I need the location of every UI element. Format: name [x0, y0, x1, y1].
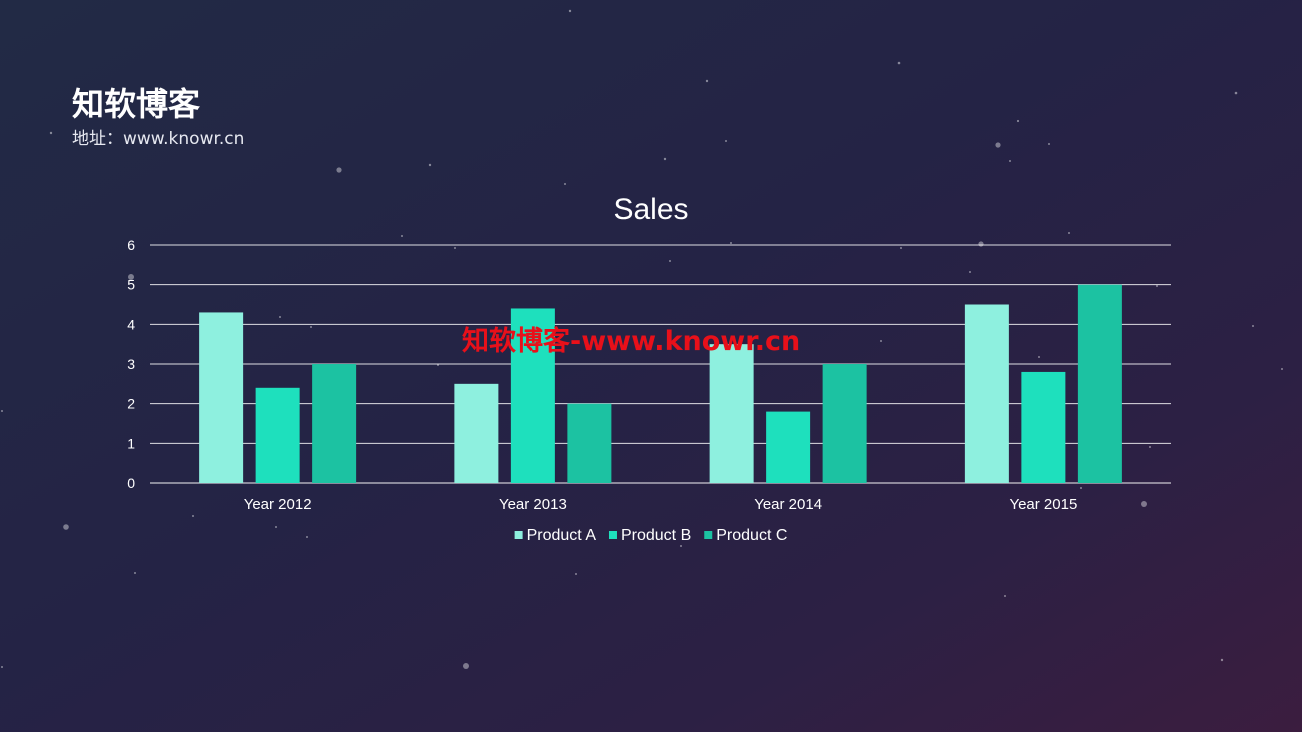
star-dot: [49, 131, 53, 135]
star-dot: [730, 242, 732, 244]
star-dot: [568, 9, 572, 13]
y-axis-ticks: 0 1 2 3 4 5 6: [127, 237, 135, 491]
bar-product-a: [199, 312, 244, 483]
star-dot: [1009, 160, 1011, 162]
star-dot: [1080, 487, 1082, 489]
star-dot: [1149, 446, 1151, 448]
legend-swatch: [608, 531, 617, 539]
legend-swatch: [704, 531, 713, 539]
star-dot: [63, 524, 69, 530]
x-tick-label: Year 2015: [1009, 496, 1077, 513]
star-dot: [969, 271, 971, 273]
chart-title: Sales: [613, 193, 688, 226]
y-tick-label: 0: [127, 475, 135, 491]
star-dot: [1068, 232, 1070, 234]
x-tick-label: Year 2014: [754, 496, 822, 513]
x-tick-label: Year 2012: [244, 496, 312, 513]
y-tick-label: 4: [127, 316, 135, 332]
legend-swatch: [514, 531, 523, 539]
star-dot: [1252, 325, 1254, 327]
star-dot: [275, 526, 277, 528]
legend-label: Product C: [716, 527, 787, 544]
star-dot: [669, 260, 671, 262]
y-tick-label: 6: [127, 237, 135, 253]
legend-label: Product B: [621, 527, 691, 544]
star-dot: [463, 663, 469, 669]
star-dot: [1156, 285, 1158, 287]
star-dot: [705, 79, 709, 83]
star-dot: [880, 340, 882, 342]
bar-product-a: [454, 383, 499, 483]
star-dot: [401, 235, 403, 237]
bar-product-c: [567, 403, 612, 483]
bar-product-c: [312, 364, 357, 483]
star-dot: [575, 573, 577, 575]
star-dot: [1234, 91, 1238, 95]
legend: Product A Product B Product C: [514, 527, 787, 544]
y-tick-label: 3: [127, 356, 135, 372]
star-dot: [306, 536, 308, 538]
star-dot: [725, 140, 727, 142]
bar-product-c: [1077, 284, 1122, 483]
star-dot: [279, 316, 281, 318]
star-dot: [663, 157, 667, 161]
star-dot: [1, 410, 3, 412]
brand-title: 知软博客: [72, 85, 201, 123]
star-dot: [428, 163, 432, 167]
bar-product-b: [510, 308, 555, 483]
brand-header: 知软博客 地址：www.knowr.cn: [72, 84, 244, 152]
y-tick-label: 5: [127, 277, 135, 293]
bar-product-b: [255, 387, 300, 483]
star-dot: [995, 142, 1001, 148]
bar-product-b: [1021, 371, 1066, 483]
star-dot: [897, 61, 901, 65]
star-dot: [336, 167, 342, 173]
star-dot: [1141, 501, 1147, 507]
star-dot: [1038, 356, 1040, 358]
star-dot: [1004, 595, 1006, 597]
brand-subtitle: 地址：www.knowr.cn: [72, 129, 245, 149]
star-dot: [1, 666, 3, 668]
star-dot: [1220, 658, 1224, 662]
x-tick-label: Year 2013: [499, 496, 567, 513]
x-axis-ticks: Year 2012 Year 2013 Year 2014 Year 2015: [244, 496, 1078, 513]
star-dot: [192, 515, 194, 517]
star-dot: [1281, 368, 1283, 370]
y-tick-label: 2: [127, 396, 135, 412]
bar-product-a: [709, 344, 754, 483]
star-dot: [680, 545, 682, 547]
star-dot: [564, 183, 566, 185]
star-dot: [128, 274, 134, 280]
star-dot: [1048, 143, 1050, 145]
bar-product-b: [766, 411, 811, 483]
bar-product-a: [964, 304, 1009, 483]
legend-item: Product C: [704, 527, 787, 544]
star-dot: [310, 326, 312, 328]
legend-item: Product A: [514, 527, 597, 544]
star-dot: [900, 247, 902, 249]
star-dot: [1016, 119, 1020, 123]
star-dot: [134, 572, 136, 574]
y-tick-label: 1: [127, 435, 135, 451]
legend-label: Product A: [527, 527, 597, 544]
watermark-text: 知软博客-www.knowr.cn: [462, 326, 801, 357]
bars: [199, 284, 1122, 483]
star-dot: [454, 247, 456, 249]
bar-product-c: [822, 364, 867, 483]
gridlines: [150, 244, 1171, 484]
legend-item: Product B: [608, 527, 691, 544]
